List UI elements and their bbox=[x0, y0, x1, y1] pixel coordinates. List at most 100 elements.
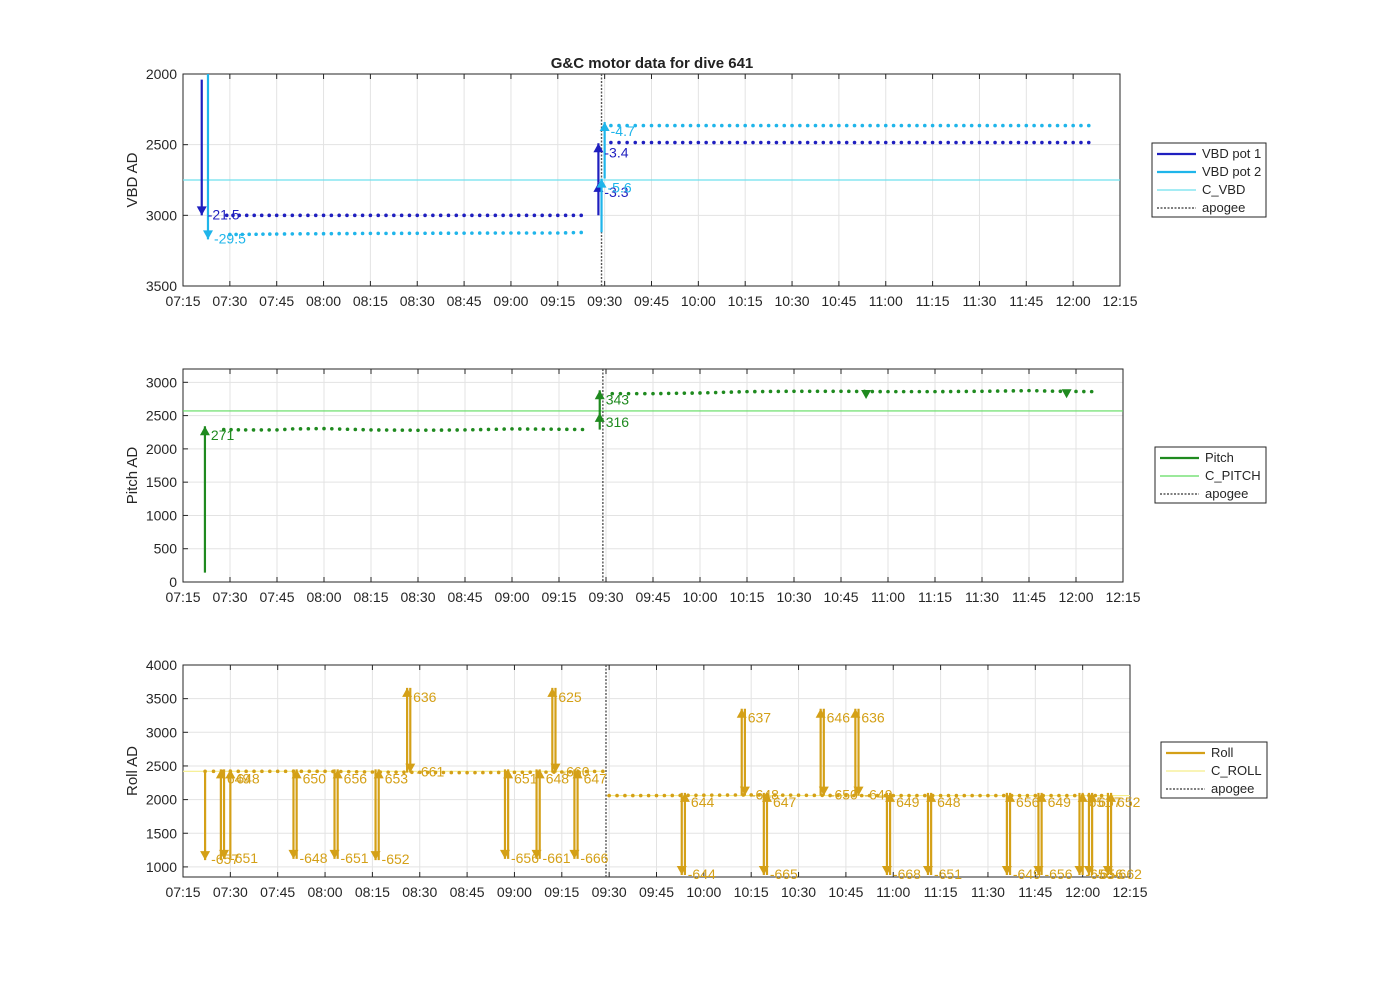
data-point bbox=[563, 231, 568, 235]
data-point bbox=[970, 793, 974, 798]
x-tick-label: 11:15 bbox=[918, 589, 952, 605]
x-tick-label: 09:00 bbox=[493, 293, 528, 309]
data-point bbox=[702, 793, 706, 798]
data-point bbox=[891, 140, 896, 145]
data-point bbox=[477, 231, 482, 235]
data-point bbox=[462, 213, 466, 218]
data-point bbox=[860, 140, 865, 145]
data-point bbox=[899, 793, 903, 798]
data-point bbox=[776, 389, 781, 394]
x-tick-label: 11:30 bbox=[962, 293, 996, 309]
data-point bbox=[431, 428, 436, 432]
data-point bbox=[729, 390, 734, 394]
data-point bbox=[415, 213, 420, 218]
data-point bbox=[980, 389, 984, 394]
legend-label: Pitch bbox=[1205, 450, 1234, 465]
move-arrow-head bbox=[596, 178, 607, 188]
data-point bbox=[438, 213, 443, 218]
data-point bbox=[337, 427, 342, 431]
data-point bbox=[1008, 140, 1013, 145]
legend-label: apogee bbox=[1202, 200, 1245, 215]
move-arrow-head bbox=[405, 763, 416, 773]
data-point bbox=[352, 231, 357, 236]
data-point bbox=[423, 231, 427, 236]
y-tick-label: 3000 bbox=[146, 374, 177, 390]
x-tick-label: 08:00 bbox=[306, 293, 341, 309]
data-point bbox=[1001, 140, 1005, 145]
data-point bbox=[941, 389, 945, 394]
data-point bbox=[471, 427, 475, 432]
move-arrow-head bbox=[199, 426, 210, 436]
data-point bbox=[837, 123, 841, 128]
move-label: 649 bbox=[896, 794, 920, 810]
x-tick-label: 10:00 bbox=[686, 884, 721, 900]
move-label: 657 bbox=[1098, 794, 1122, 810]
data-point bbox=[571, 230, 576, 235]
move-label: 636 bbox=[413, 689, 437, 705]
data-point bbox=[306, 232, 310, 236]
move-arrow-head bbox=[926, 792, 937, 802]
data-point bbox=[759, 140, 763, 145]
data-point bbox=[659, 391, 663, 396]
y-tick-label: 2000 bbox=[146, 441, 177, 457]
data-point bbox=[274, 213, 279, 218]
data-point bbox=[299, 769, 304, 774]
data-point bbox=[306, 213, 310, 218]
data-point bbox=[298, 232, 302, 236]
y-tick-label: 2500 bbox=[146, 408, 177, 424]
data-point bbox=[878, 389, 882, 394]
data-point bbox=[641, 140, 646, 145]
data-point bbox=[267, 428, 271, 432]
data-point bbox=[800, 389, 804, 394]
move-arrow-head bbox=[599, 122, 610, 132]
data-point bbox=[891, 123, 896, 128]
data-point bbox=[610, 391, 615, 396]
data-point bbox=[686, 793, 690, 798]
data-point bbox=[424, 428, 428, 432]
x-tick-label: 11:45 bbox=[1012, 589, 1046, 605]
x-tick-label: 11:00 bbox=[871, 589, 905, 605]
data-point bbox=[753, 389, 757, 394]
data-point bbox=[815, 389, 820, 394]
data-point bbox=[894, 389, 898, 394]
data-point bbox=[501, 213, 505, 218]
data-point bbox=[1016, 140, 1021, 145]
data-point bbox=[993, 123, 997, 128]
data-point bbox=[337, 213, 341, 218]
data-point bbox=[548, 213, 552, 218]
move-label: 652 bbox=[1117, 794, 1141, 810]
data-point bbox=[1016, 123, 1021, 128]
data-point bbox=[617, 140, 621, 145]
move-arrow-head bbox=[572, 769, 583, 779]
move-arrow-head bbox=[373, 769, 384, 779]
move-label: -660 bbox=[561, 764, 589, 780]
data-point bbox=[625, 123, 629, 128]
x-tick-label: 09:15 bbox=[540, 293, 575, 309]
move-label: -5.6 bbox=[608, 180, 632, 196]
data-point bbox=[773, 793, 777, 797]
move-label: 271 bbox=[211, 427, 235, 443]
data-point bbox=[354, 769, 359, 774]
x-tick-label: 12:15 bbox=[1102, 293, 1137, 309]
data-point bbox=[1057, 793, 1061, 798]
data-point bbox=[544, 770, 548, 774]
data-point bbox=[876, 140, 880, 145]
data-point bbox=[706, 390, 710, 395]
data-point bbox=[867, 793, 872, 798]
move-arrow-head bbox=[196, 206, 207, 216]
move-label: 656 bbox=[1016, 794, 1040, 810]
x-tick-label: 07:45 bbox=[260, 884, 295, 900]
data-point bbox=[713, 390, 718, 395]
y-tick-label: 3500 bbox=[146, 278, 177, 294]
data-point bbox=[665, 123, 669, 128]
x-tick-label: 10:30 bbox=[775, 293, 810, 309]
data-point bbox=[852, 140, 857, 145]
data-point bbox=[282, 213, 287, 218]
data-point bbox=[353, 427, 358, 432]
move-label: 650 bbox=[303, 770, 327, 786]
data-point bbox=[657, 123, 662, 128]
data-point bbox=[236, 769, 241, 774]
move-label: -662 bbox=[1114, 866, 1142, 882]
